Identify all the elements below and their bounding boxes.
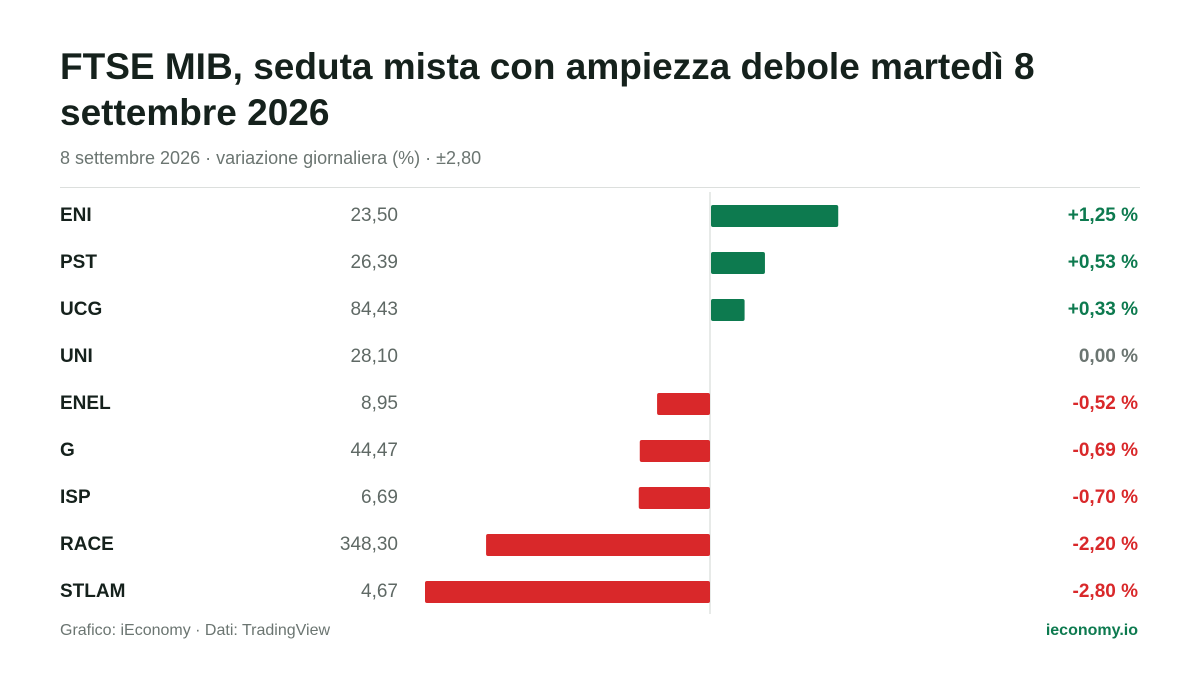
price-label: 6,69: [361, 487, 398, 508]
table-row: PST 26,39 +0,53 %: [0, 251, 1200, 275]
price-label: 26,39: [350, 252, 398, 273]
change-label: -0,69 %: [1072, 440, 1138, 461]
table-row: RACE 348,30 -2,20 %: [0, 533, 1200, 557]
price-label: 44,47: [350, 440, 398, 461]
price-label: 4,67: [361, 581, 398, 602]
ticker-label: ISP: [60, 487, 91, 508]
bar-g: [639, 440, 710, 462]
price-label: 348,30: [339, 534, 398, 555]
ticker-label: PST: [60, 252, 97, 273]
bar-isp: [638, 487, 710, 509]
change-label: -2,80 %: [1072, 581, 1138, 602]
bar-chart: ENI 23,50 +1,25 % PST 26,39 +0,53 % UCG 84,43 +0…: [0, 188, 1200, 616]
price-label: 23,50: [350, 205, 398, 226]
ticker-label: UCG: [60, 299, 103, 320]
ticker-label: ENI: [60, 205, 92, 226]
table-row: UCG 84,43 +0,33 %: [0, 298, 1200, 322]
ticker-label: G: [60, 440, 75, 461]
bar-race: [486, 534, 710, 556]
change-label: 0,00 %: [1078, 346, 1138, 367]
price-label: 84,43: [350, 299, 398, 320]
ticker-label: ENEL: [60, 393, 111, 414]
change-label: +0,53 %: [1067, 252, 1138, 273]
table-row: ISP 6,69 -0,70 %: [0, 486, 1200, 510]
brand-link[interactable]: ieconomy.io: [1045, 622, 1138, 639]
table-row: ENEL 8,95 -0,52 %: [0, 392, 1200, 416]
bar-eni: [711, 205, 839, 227]
change-label: -0,52 %: [1072, 393, 1138, 414]
bar-ucg: [711, 299, 745, 321]
change-label: -2,20 %: [1072, 534, 1138, 555]
change-label: +1,25 %: [1067, 205, 1138, 226]
table-row: STLAM 4,67 -2,80 %: [0, 580, 1200, 604]
change-label: +0,33 %: [1067, 299, 1138, 320]
source-credit: Grafico: iEconomy · Dati: TradingView: [60, 622, 331, 639]
bar-stlam: [425, 581, 710, 603]
ticker-label: RACE: [60, 534, 114, 555]
chart-title: FTSE MIB, seduta mista con ampiezza debo…: [60, 46, 1035, 133]
bar-enel: [657, 393, 710, 415]
ticker-label: UNI: [60, 346, 93, 367]
price-label: 28,10: [350, 346, 398, 367]
table-row: ENI 23,50 +1,25 %: [0, 204, 1200, 228]
bar-pst: [711, 252, 765, 274]
header-divider: [60, 187, 1140, 188]
price-label: 8,95: [361, 393, 398, 414]
table-row: UNI 28,10 0,00 %: [0, 345, 1200, 369]
table-row: G 44,47 -0,69 %: [0, 439, 1200, 463]
bar-chart-svg: [425, 192, 839, 614]
change-label: -0,70 %: [1072, 487, 1138, 508]
chart-subtitle: 8 settembre 2026 · variazione giornalier…: [60, 148, 482, 168]
ticker-label: STLAM: [60, 581, 126, 602]
